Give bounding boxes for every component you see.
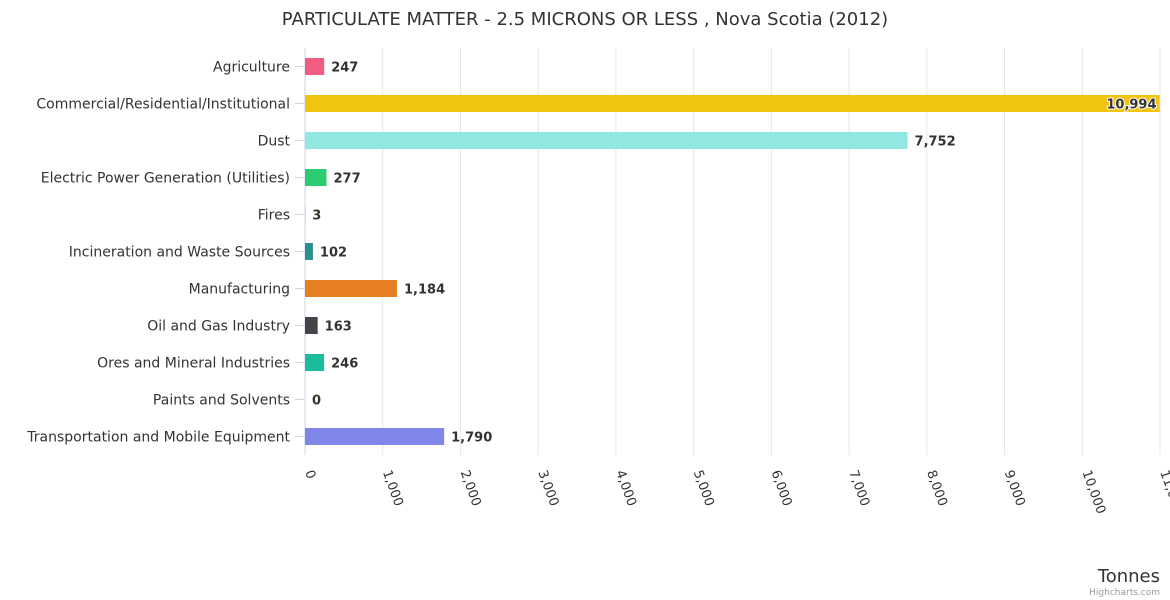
- category-label: Transportation and Mobile Equipment: [26, 430, 290, 446]
- bar[interactable]: [305, 243, 313, 260]
- category-label: Manufacturing: [189, 282, 290, 298]
- data-label: 0: [312, 394, 321, 409]
- tick-label: 1,000: [379, 468, 406, 508]
- bar[interactable]: [305, 169, 327, 186]
- data-label: 163: [325, 320, 352, 335]
- credits-link[interactable]: Highcharts.com: [1089, 588, 1160, 598]
- category-label: Oil and Gas Industry: [147, 319, 290, 335]
- tick-label: 2,000: [457, 468, 484, 508]
- category-label: Dust: [258, 134, 291, 150]
- category-label: Fires: [258, 208, 290, 224]
- category-label: Agriculture: [213, 60, 290, 76]
- tick-label: 9,000: [1001, 468, 1028, 508]
- bar[interactable]: [305, 95, 1160, 112]
- value-axis-ticks: 0 1,000 2,000 3,000 4,000 5,000 6,000 7,000 8,00…: [301, 468, 1170, 516]
- tick-label: 4,000: [612, 468, 639, 508]
- bars: [305, 58, 1160, 445]
- data-label: 277: [334, 172, 361, 187]
- tick-label: 10,000: [1079, 468, 1109, 516]
- category-label: Incineration and Waste Sources: [69, 245, 290, 261]
- tick-label: 5,000: [690, 468, 717, 508]
- data-label: 246: [331, 357, 358, 372]
- data-label: 1,184: [404, 283, 445, 298]
- data-labels: 247 10,994 7,752 277 3 102 1,184 163 246 0 1,790: [312, 61, 1158, 446]
- category-label: Paints and Solvents: [153, 393, 290, 409]
- chart-title: PARTICULATE MATTER - 2.5 MICRONS OR LESS…: [282, 9, 888, 30]
- data-label: 247: [331, 61, 358, 76]
- value-axis-title: Tonnes: [1097, 566, 1160, 587]
- category-label: Commercial/Residential/Institutional: [36, 97, 290, 113]
- tick-label: 3,000: [534, 468, 561, 508]
- data-label: 1,790: [451, 431, 492, 446]
- data-label: 102: [320, 246, 347, 261]
- tick-label: 6,000: [768, 468, 795, 508]
- bar[interactable]: [305, 317, 318, 334]
- tick-label: 8,000: [923, 468, 950, 508]
- category-label: Ores and Mineral Industries: [97, 356, 290, 372]
- gridlines: [382, 48, 1161, 455]
- data-label: 3: [312, 209, 321, 224]
- data-label: 10,994: [1106, 98, 1156, 113]
- bar[interactable]: [305, 132, 908, 149]
- category-axis: Agriculture Commercial/Residential/Instit…: [26, 48, 306, 455]
- bar[interactable]: [305, 280, 398, 297]
- data-label: 7,752: [915, 135, 956, 150]
- bar[interactable]: [305, 354, 325, 371]
- bar[interactable]: [305, 58, 325, 75]
- tick-label: 0: [301, 468, 318, 481]
- tick-label: 7,000: [845, 468, 872, 508]
- category-label: Electric Power Generation (Utilities): [41, 171, 290, 187]
- tick-label: 11,000: [1156, 468, 1170, 516]
- bar[interactable]: [305, 428, 445, 445]
